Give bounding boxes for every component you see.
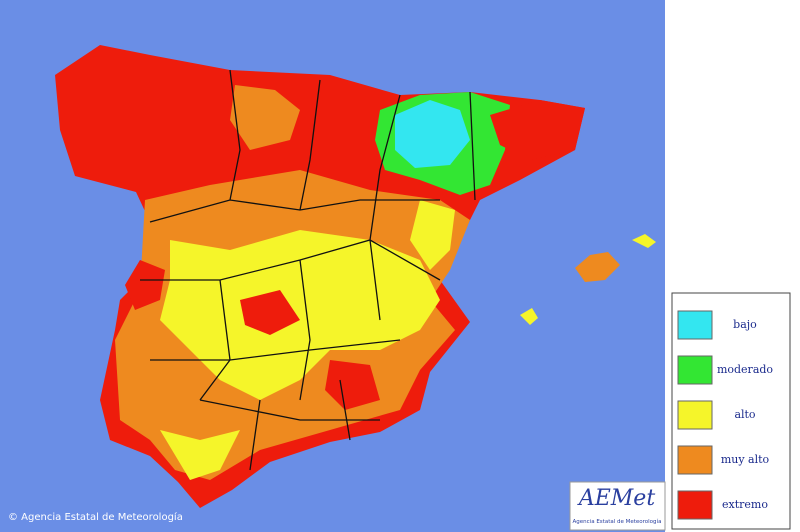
- island: [575, 252, 620, 282]
- logo: AEMet Agencia Estatal de Meteorología: [569, 481, 666, 531]
- island: [520, 308, 538, 325]
- region-extremo: [325, 360, 380, 410]
- legend-label: muy alto: [721, 453, 770, 466]
- region-alto: [160, 430, 240, 480]
- logo-subtitle: Agencia Estatal de Meteorología: [573, 518, 662, 525]
- province-borders: [140, 69, 476, 471]
- logo-name: AEMet: [577, 486, 655, 511]
- logo-box: [569, 481, 666, 531]
- island: [632, 234, 656, 248]
- legend-swatch: [677, 400, 713, 430]
- islands: [520, 234, 656, 325]
- peninsula: [55, 45, 585, 508]
- copyright: © Agencia Estatal de Meteorología: [8, 511, 183, 523]
- region-extremo: [240, 290, 300, 335]
- region-alto: [410, 200, 455, 270]
- region-extremo: [490, 100, 585, 160]
- legend-swatch: [677, 310, 713, 340]
- legend: bajo moderado alto muy alto extremo: [671, 292, 791, 530]
- region-bajo: [395, 100, 470, 168]
- legend-label: bajo: [733, 318, 757, 331]
- legend-swatch: [677, 355, 713, 385]
- legend-label: extremo: [722, 498, 768, 511]
- region-extremo: [125, 260, 165, 310]
- legend-label: alto: [734, 408, 755, 421]
- legend-label: moderado: [717, 363, 773, 376]
- legend-swatch: [677, 490, 713, 520]
- legend-swatch: [677, 445, 713, 475]
- region-muy-alto: [230, 85, 300, 150]
